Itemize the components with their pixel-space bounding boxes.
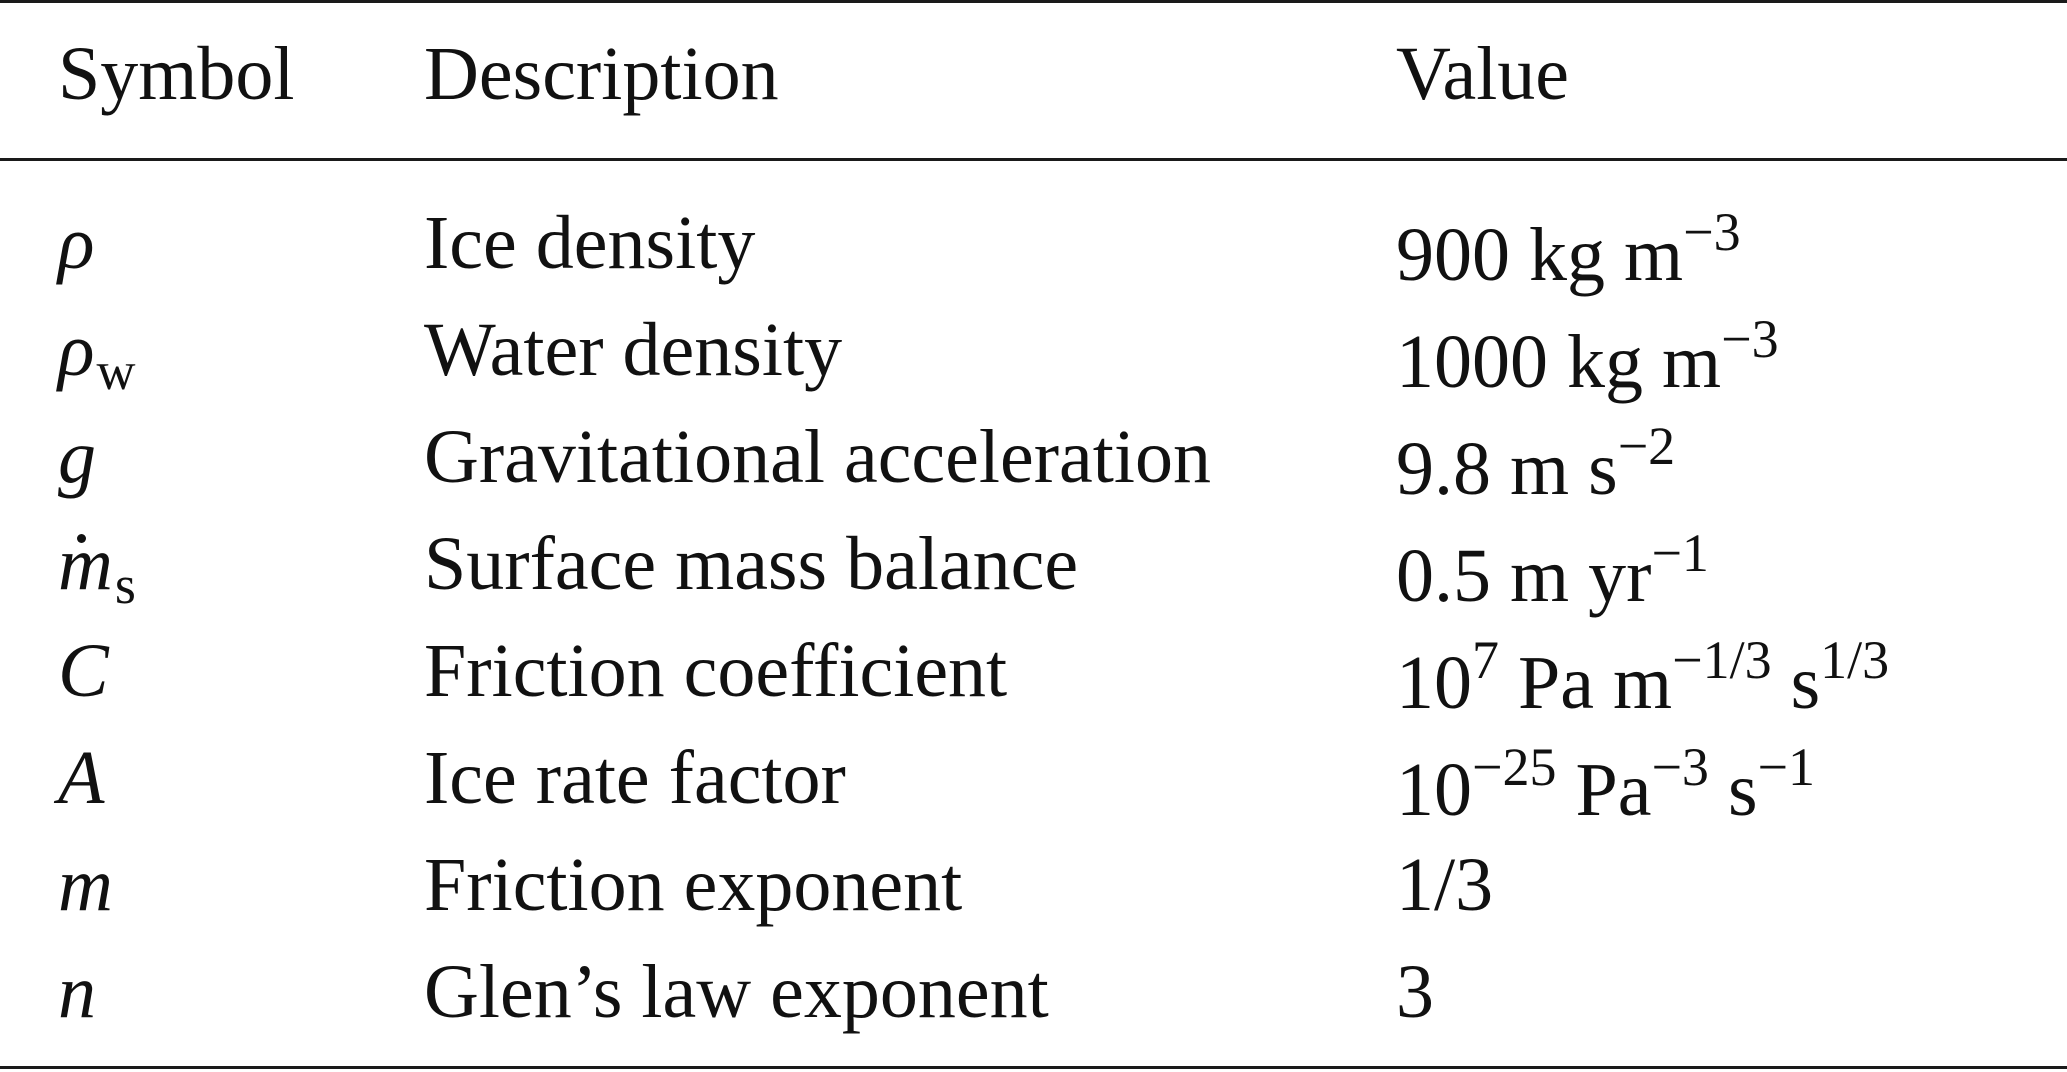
symbol-subscript: s <box>114 555 136 615</box>
value-exponent: −3 <box>1721 309 1779 369</box>
value-surface-mass-balance: 0.5 m yr−1 <box>1396 526 1709 614</box>
symbol-a: A <box>58 740 106 826</box>
symbol-rho: ρ <box>58 205 96 291</box>
value-main: 1/3 <box>1396 843 1494 927</box>
value-exponent: −2 <box>1617 416 1676 476</box>
value-exponent: −25 <box>1472 737 1557 797</box>
value-main: 9.8 m s <box>1396 427 1618 511</box>
header-rule <box>0 158 2067 161</box>
description-gravitational-acceleration: Gravitational acceleration <box>424 415 1212 499</box>
value-unit: Pa <box>1556 748 1652 832</box>
value-friction-exponent: 1/3 <box>1396 847 1493 923</box>
description-glens-law-exponent: Glen’s law exponent <box>424 950 1049 1034</box>
symbol-subscript: w <box>96 341 136 401</box>
symbol-text: C <box>58 629 109 713</box>
symbol-c: C <box>58 633 111 719</box>
value-ice-density: 900 kg m−3 <box>1396 205 1741 293</box>
description-ice-density: Ice density <box>424 201 756 285</box>
symbol-text: m <box>58 522 113 606</box>
header-value: Value <box>1396 32 1570 116</box>
symbol-m: m <box>58 847 115 933</box>
value-glens-law-exponent: 3 <box>1396 954 1434 1030</box>
value-exponent: −1 <box>1757 737 1815 797</box>
value-main: 10 <box>1396 641 1472 725</box>
symbol-n: n <box>58 954 98 1040</box>
symbol-text: n <box>58 950 96 1034</box>
symbol-rho-w: ρw <box>58 312 135 398</box>
value-unit: s <box>1708 748 1758 832</box>
value-main: 10 <box>1396 748 1472 832</box>
value-exponent: −1/3 <box>1672 630 1772 690</box>
symbol-text: ρ <box>58 201 95 285</box>
value-exponent: 1/3 <box>1820 630 1890 690</box>
value-exponent: −3 <box>1683 202 1741 262</box>
value-water-density: 1000 kg m−3 <box>1396 312 1779 400</box>
symbol-text: g <box>58 415 96 499</box>
symbol-m-dot-s: ms <box>58 526 136 612</box>
header-symbol: Symbol <box>58 32 295 116</box>
value-main: 3 <box>1396 950 1434 1034</box>
description-surface-mass-balance: Surface mass balance <box>424 522 1079 606</box>
value-exponent: 7 <box>1472 630 1499 690</box>
symbol-text: m <box>58 843 113 927</box>
symbol-text: ρ <box>58 308 95 392</box>
header-description: Description <box>424 32 779 116</box>
value-main: 0.5 m yr <box>1396 534 1652 618</box>
description-friction-exponent: Friction exponent <box>424 843 963 927</box>
value-exponent: −3 <box>1651 737 1709 797</box>
value-gravitational-acceleration: 9.8 m s−2 <box>1396 419 1675 507</box>
symbol-text: A <box>58 736 105 820</box>
value-friction-coefficient: 107 Pa m−1/3 s1/3 <box>1396 633 1889 721</box>
value-exponent: −1 <box>1651 523 1709 583</box>
value-unit: Pa m <box>1499 641 1673 725</box>
bottom-rule <box>0 1066 2067 1069</box>
value-main: 1000 kg m <box>1396 320 1722 404</box>
top-rule <box>0 0 2067 3</box>
value-main: 900 kg m <box>1396 213 1684 297</box>
symbol-g: g <box>58 419 98 505</box>
description-friction-coefficient: Friction coefficient <box>424 629 1008 713</box>
value-unit: s <box>1771 641 1821 725</box>
description-ice-rate-factor: Ice rate factor <box>424 736 846 820</box>
description-water-density: Water density <box>424 308 843 392</box>
value-ice-rate-factor: 10−25 Pa−3 s−1 <box>1396 740 1815 828</box>
